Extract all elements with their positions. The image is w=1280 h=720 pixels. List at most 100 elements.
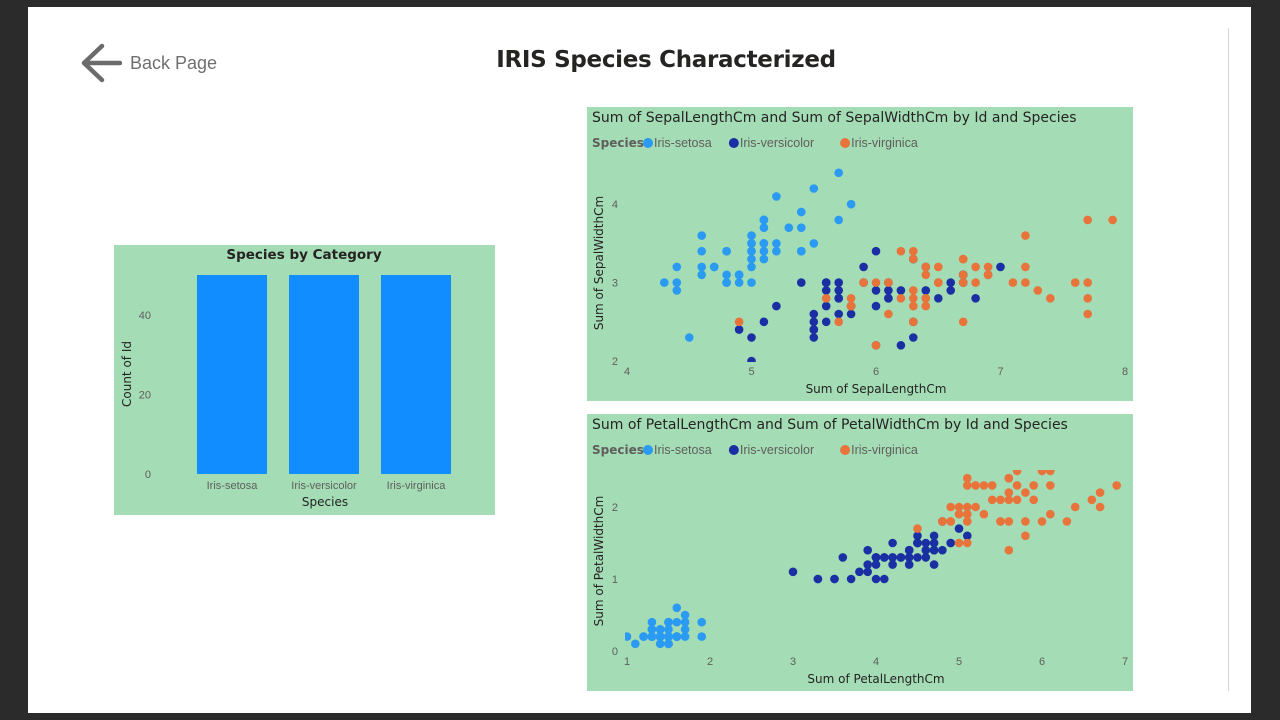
sepal-point-iris-versicolor[interactable]	[759, 317, 769, 327]
petal-point-iris-versicolor[interactable]	[871, 553, 881, 562]
petal-point-iris-virginica[interactable]	[1029, 495, 1038, 505]
petal-point-iris-versicolor[interactable]	[863, 560, 872, 569]
sepal-point-iris-versicolor[interactable]	[809, 317, 819, 327]
sepal-point-iris-versicolor[interactable]	[747, 333, 756, 342]
petal-point-iris-versicolor[interactable]	[946, 538, 955, 548]
sepal-point-iris-versicolor[interactable]	[921, 286, 931, 295]
sepal-point-iris-versicolor[interactable]	[821, 286, 831, 295]
sepal-point-iris-virginica[interactable]	[921, 270, 931, 280]
petal-point-iris-virginica[interactable]	[987, 481, 997, 490]
petal-point-iris-virginica[interactable]	[1012, 467, 1022, 476]
sepal-point-iris-versicolor[interactable]	[884, 286, 893, 295]
sepal-point-iris-setosa[interactable]	[809, 184, 819, 193]
sepal-point-iris-versicolor[interactable]	[834, 278, 843, 287]
sepal-point-iris-virginica[interactable]	[1083, 215, 1092, 225]
sepal-point-iris-virginica[interactable]	[958, 270, 968, 280]
sepal-point-iris-virginica[interactable]	[871, 341, 881, 350]
petal-point-iris-versicolor[interactable]	[929, 560, 939, 569]
sepal-point-iris-setosa[interactable]	[747, 278, 756, 287]
sepal-point-iris-versicolor[interactable]	[834, 286, 843, 295]
sepal-point-iris-versicolor[interactable]	[996, 262, 1005, 272]
sepal-point-iris-setosa[interactable]	[697, 262, 706, 272]
sepal-point-iris-virginica[interactable]	[871, 278, 881, 287]
sepal-point-iris-setosa[interactable]	[709, 262, 719, 272]
sepal-point-iris-virginica[interactable]	[921, 262, 931, 272]
sepal-point-iris-versicolor[interactable]	[896, 286, 906, 295]
sepal-point-iris-versicolor[interactable]	[896, 341, 906, 350]
bar-iris-virginica[interactable]	[381, 275, 451, 474]
sepal-point-iris-setosa[interactable]	[747, 262, 756, 272]
sepal-point-iris-setosa[interactable]	[759, 239, 769, 248]
petal-point-iris-virginica[interactable]	[954, 502, 964, 512]
petal-point-iris-setosa[interactable]	[664, 625, 673, 634]
sepal-point-iris-versicolor[interactable]	[859, 262, 868, 272]
petal-point-iris-setosa[interactable]	[655, 639, 665, 649]
sepal-legend-item[interactable]: Iris-virginica	[851, 136, 918, 150]
sepal-point-iris-versicolor[interactable]	[821, 317, 831, 327]
petal-point-iris-versicolor[interactable]	[913, 553, 922, 562]
sepal-point-iris-versicolor[interactable]	[871, 301, 881, 311]
petal-point-iris-setosa[interactable]	[647, 632, 657, 641]
petal-point-iris-versicolor[interactable]	[888, 553, 897, 562]
petal-point-iris-virginica[interactable]	[1004, 495, 1014, 505]
petal-point-iris-virginica[interactable]	[963, 509, 972, 519]
petal-point-iris-setosa[interactable]	[664, 639, 673, 649]
sepal-point-iris-virginica[interactable]	[1021, 262, 1030, 272]
sepal-point-iris-setosa[interactable]	[784, 223, 794, 232]
sepal-point-iris-virginica[interactable]	[958, 254, 968, 264]
petal-point-iris-virginica[interactable]	[946, 517, 955, 526]
sepal-point-iris-setosa[interactable]	[809, 239, 819, 248]
sepal-point-iris-versicolor[interactable]	[809, 333, 819, 342]
sepal-point-iris-versicolor[interactable]	[772, 301, 781, 311]
petal-point-iris-virginica[interactable]	[1095, 488, 1105, 497]
petal-point-iris-virginica[interactable]	[954, 509, 964, 519]
sepal-point-iris-setosa[interactable]	[834, 168, 843, 178]
sepal-point-iris-virginica[interactable]	[1021, 231, 1030, 240]
sepal-point-iris-virginica[interactable]	[983, 262, 993, 272]
petal-point-iris-virginica[interactable]	[1021, 517, 1030, 526]
sepal-point-iris-versicolor[interactable]	[747, 356, 756, 366]
sepal-point-iris-setosa[interactable]	[747, 254, 756, 264]
petal-point-iris-virginica[interactable]	[954, 538, 964, 548]
petal-point-iris-virginica[interactable]	[938, 517, 947, 526]
petal-point-iris-versicolor[interactable]	[830, 574, 839, 584]
sepal-point-iris-virginica[interactable]	[884, 278, 893, 287]
petal-point-iris-virginica[interactable]	[1004, 488, 1014, 497]
sepal-point-iris-virginica[interactable]	[859, 278, 868, 287]
petal-point-iris-virginica[interactable]	[1012, 495, 1022, 505]
petal-point-iris-virginica[interactable]	[996, 495, 1005, 505]
petal-point-iris-setosa[interactable]	[623, 632, 632, 641]
petal-point-iris-virginica[interactable]	[1012, 481, 1022, 490]
sepal-point-iris-versicolor[interactable]	[797, 278, 806, 287]
petal-point-iris-versicolor[interactable]	[904, 560, 914, 569]
petal-point-iris-setosa[interactable]	[664, 617, 673, 627]
petal-point-iris-setosa[interactable]	[631, 639, 640, 649]
sepal-point-iris-virginica[interactable]	[909, 294, 918, 303]
sepal-point-iris-versicolor[interactable]	[846, 309, 856, 319]
sepal-point-iris-virginica[interactable]	[909, 286, 918, 295]
sepal-point-iris-virginica[interactable]	[983, 270, 993, 280]
sepal-point-iris-virginica[interactable]	[971, 278, 980, 287]
petal-point-iris-versicolor[interactable]	[880, 574, 889, 584]
petal-point-iris-setosa[interactable]	[655, 625, 665, 634]
sepal-point-iris-setosa[interactable]	[759, 246, 769, 256]
sepal-point-iris-virginica[interactable]	[821, 294, 831, 303]
petal-point-iris-versicolor[interactable]	[788, 567, 798, 577]
petal-point-iris-versicolor[interactable]	[938, 545, 947, 555]
sepal-point-iris-setosa[interactable]	[672, 262, 682, 272]
petal-point-iris-setosa[interactable]	[680, 632, 690, 641]
petal-point-iris-versicolor[interactable]	[904, 553, 914, 562]
petal-point-iris-versicolor[interactable]	[963, 531, 972, 541]
petal-point-iris-virginica[interactable]	[1112, 481, 1121, 490]
sepal-point-iris-virginica[interactable]	[1083, 309, 1092, 319]
petal-point-iris-setosa[interactable]	[697, 632, 706, 641]
petal-point-iris-virginica[interactable]	[1070, 502, 1080, 512]
sepal-point-iris-virginica[interactable]	[934, 262, 943, 272]
sepal-point-iris-versicolor[interactable]	[821, 301, 831, 311]
petal-point-iris-setosa[interactable]	[639, 632, 648, 641]
sepal-point-iris-virginica[interactable]	[909, 301, 918, 311]
sepal-point-iris-virginica[interactable]	[896, 294, 906, 303]
petal-point-iris-virginica[interactable]	[1087, 495, 1097, 505]
petal-point-iris-setosa[interactable]	[672, 603, 682, 613]
petal-point-iris-setosa[interactable]	[672, 617, 682, 627]
